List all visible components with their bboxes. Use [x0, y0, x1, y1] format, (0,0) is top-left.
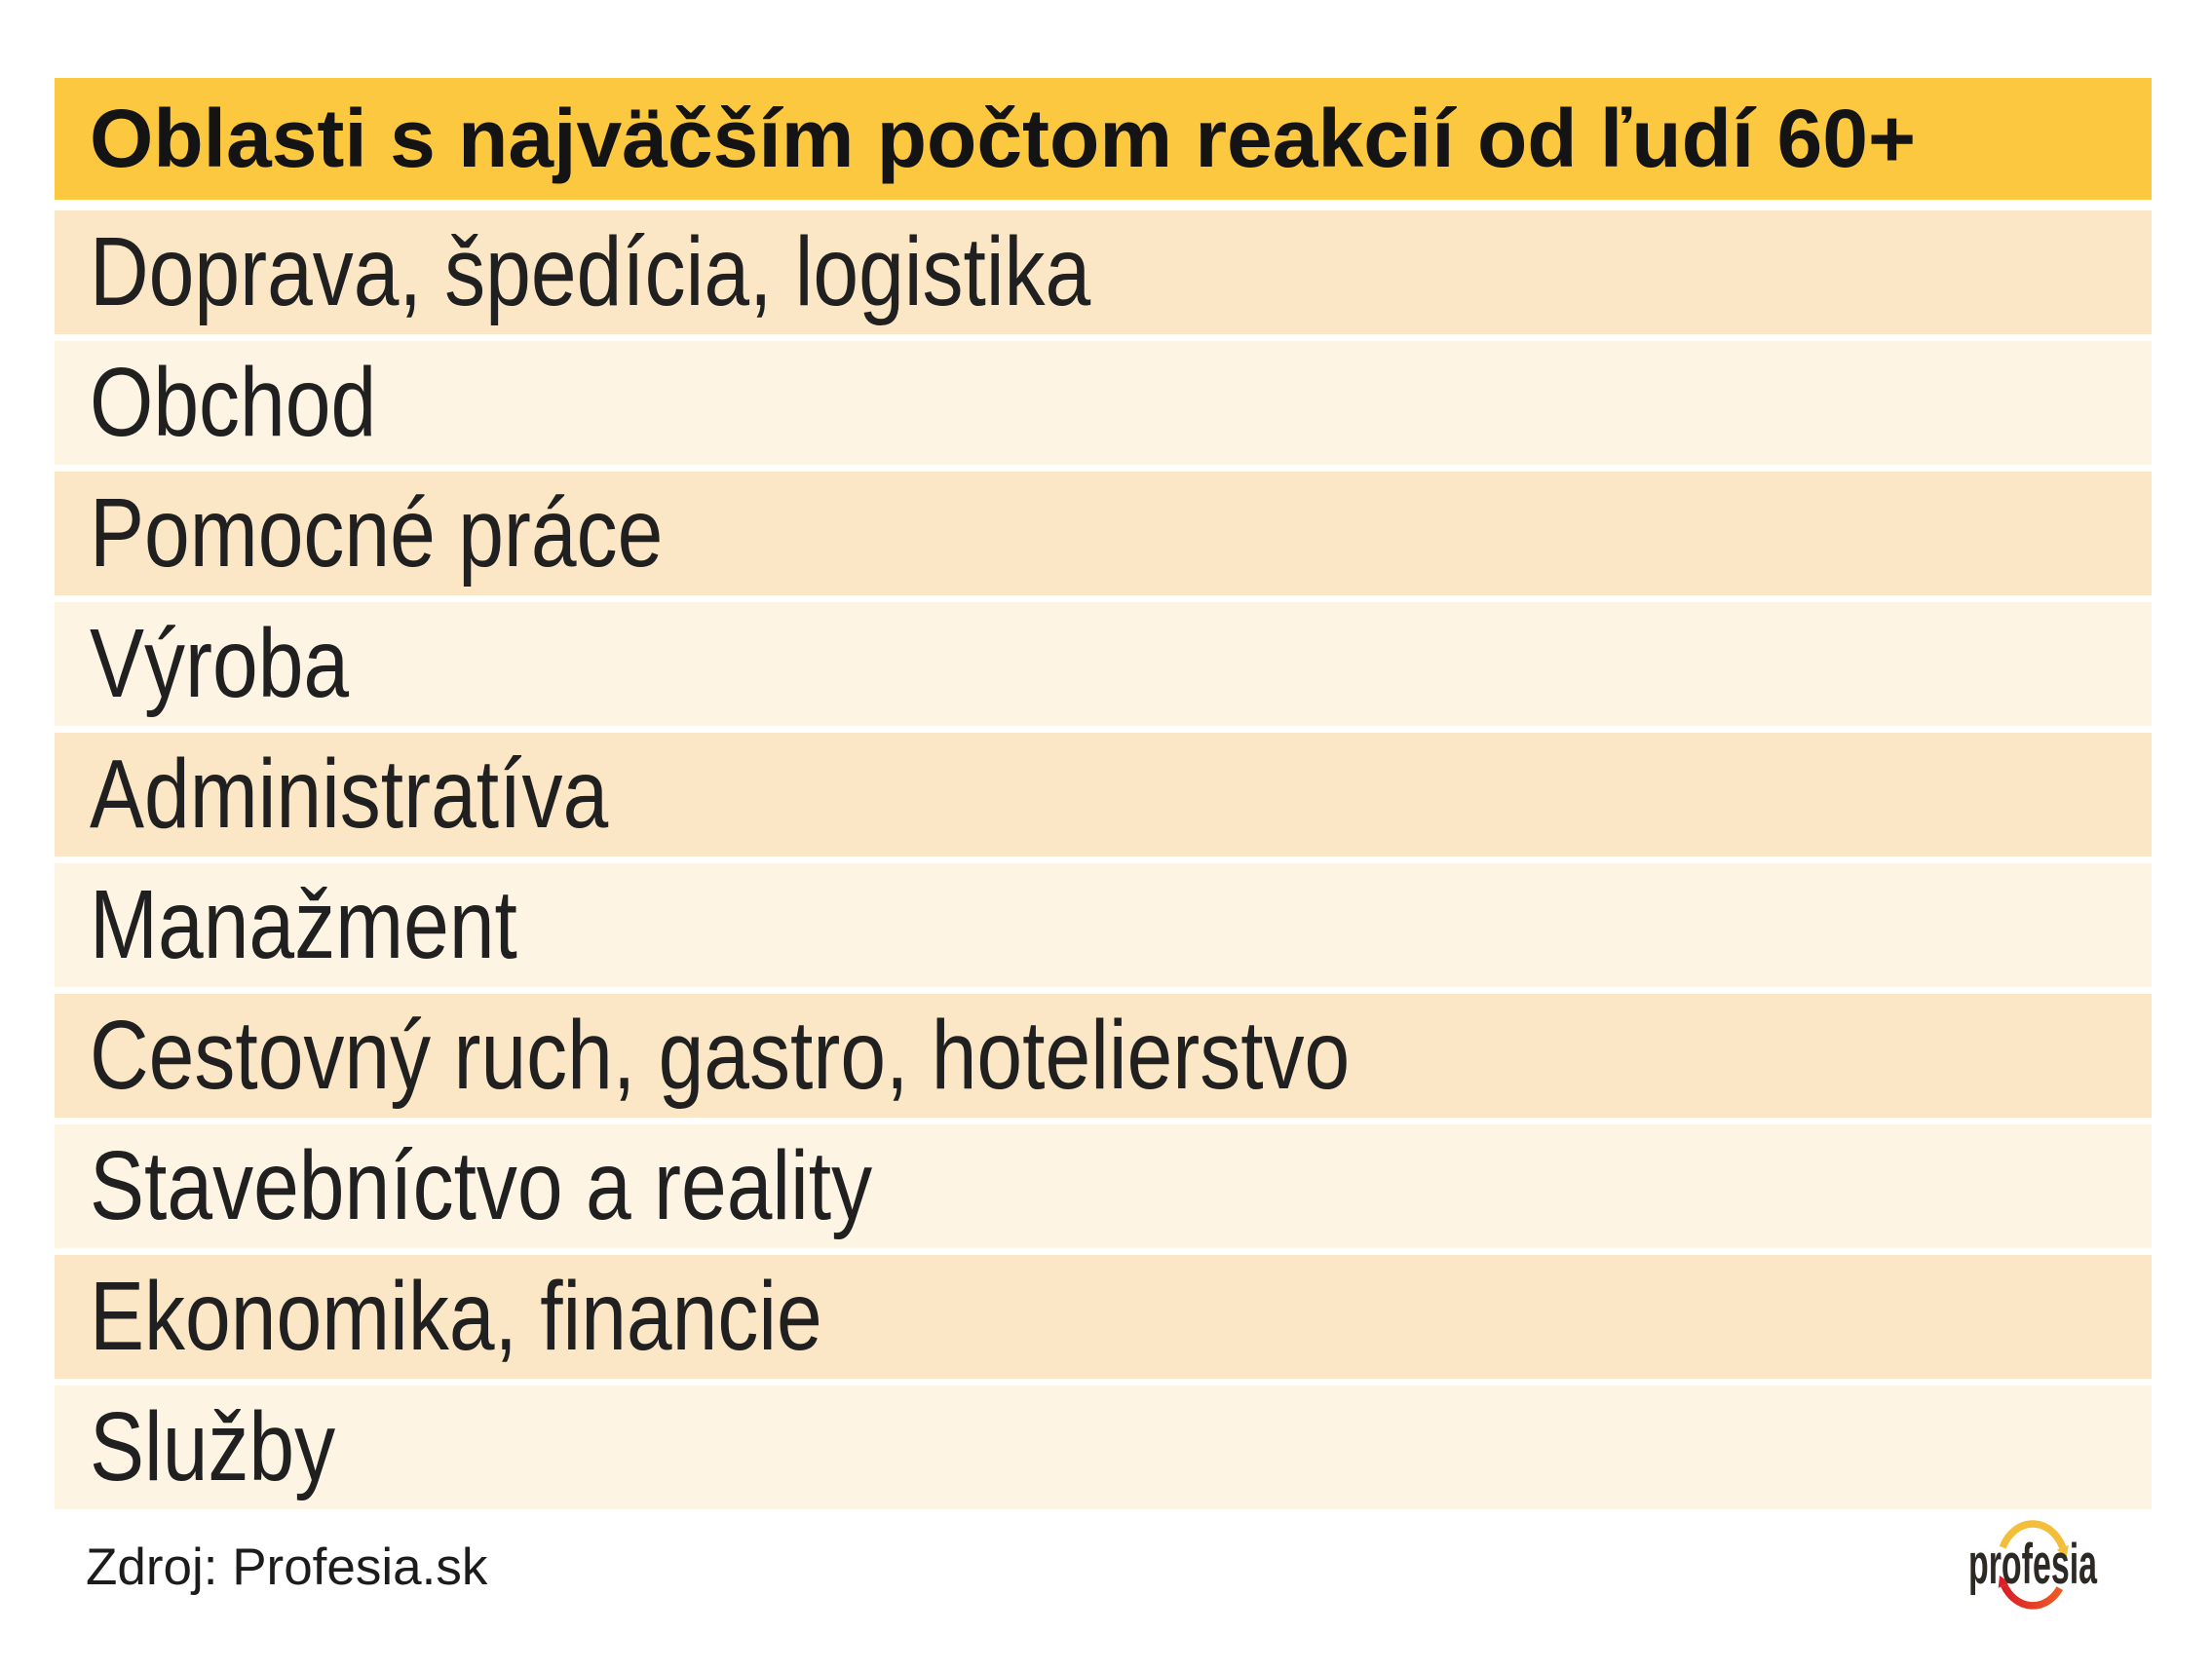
table-row: Cestovný ruch, gastro, hotelierstvo — [55, 994, 2152, 1118]
table-row-label: Administratíva — [90, 740, 609, 849]
logo-wordmark: profesia — [1968, 1533, 2097, 1596]
table-row-label: Ekonomika, financie — [90, 1262, 822, 1371]
profesia-logo-graphic: profesia — [1968, 1520, 2097, 1610]
table-row: Výroba — [55, 602, 2152, 726]
source-caption: Zdroj: Profesia.sk — [86, 1538, 488, 1596]
table-header: Oblasti s najväčším počtom reakcií od ľu… — [55, 78, 2152, 200]
profesia-logo: profesia — [1957, 1513, 2117, 1620]
table-row: Obchod — [55, 341, 2152, 465]
table-row: Doprava, špedícia, logistika — [55, 210, 2152, 334]
table-row: Ekonomika, financie — [55, 1255, 2152, 1379]
table-row: Manažment — [55, 863, 2152, 987]
table-row: Stavebníctvo a reality — [55, 1124, 2152, 1248]
table-header-title: Oblasti s najväčším počtom reakcií od ľu… — [90, 93, 1917, 184]
logo-yellow-arc-icon — [1999, 1520, 2069, 1558]
table-row-label: Doprava, špedícia, logistika — [90, 217, 1091, 326]
table-row-label: Obchod — [90, 348, 377, 457]
table-row-label: Stavebníctvo a reality — [90, 1131, 873, 1240]
table-row-label: Cestovný ruch, gastro, hotelierstvo — [90, 1001, 1351, 1110]
table-row: Služby — [55, 1386, 2152, 1509]
table-row: Pomocné práce — [55, 472, 2152, 595]
table-row-label: Výroba — [90, 609, 350, 718]
table-row: Administratíva — [55, 733, 2152, 856]
table-row-label: Pomocné práce — [90, 478, 664, 588]
table-rows: Doprava, špedícia, logistika Obchod Pomocn… — [55, 210, 2152, 1509]
logo-red-arc-icon — [1998, 1576, 2064, 1610]
category-table: Oblasti s najväčším počtom reakcií od ľu… — [55, 78, 2152, 1516]
table-row-label: Manažment — [90, 870, 517, 979]
table-row-label: Služby — [90, 1392, 336, 1501]
